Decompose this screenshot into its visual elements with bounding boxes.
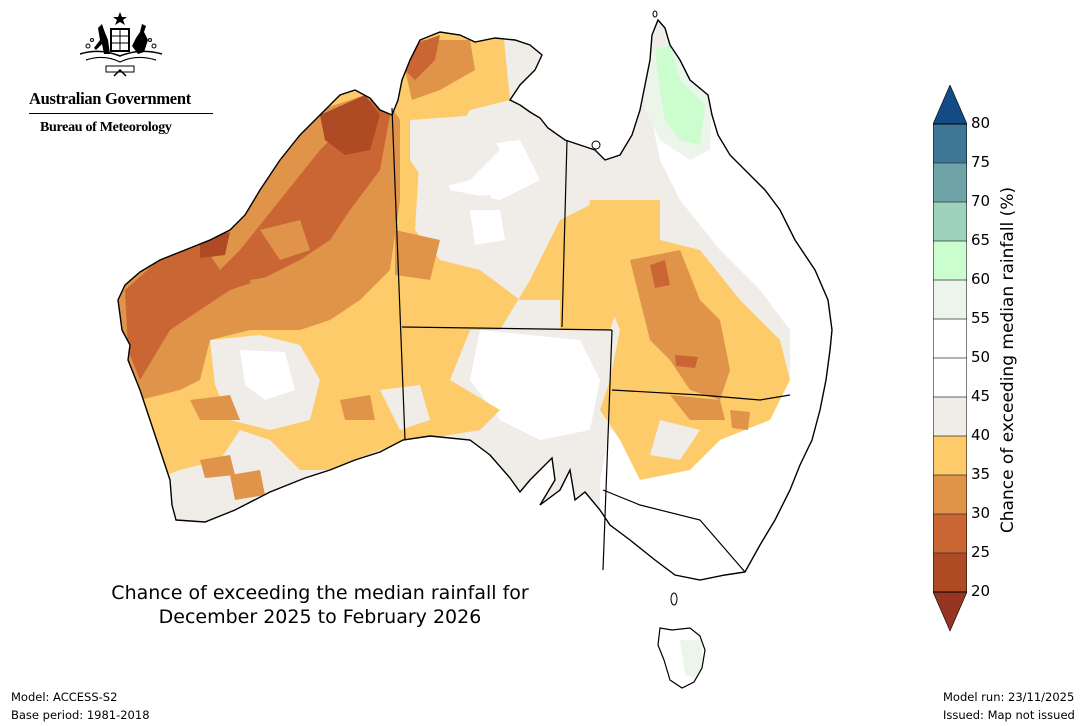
- coat-of-arms-icon: [79, 12, 163, 77]
- colorbar-tick: 30: [971, 504, 991, 522]
- colorbar: [933, 85, 967, 632]
- bureau-name: Bureau of Meteorology: [40, 120, 172, 135]
- colorbar-tick: 70: [971, 192, 991, 210]
- colorbar-tick: 55: [971, 309, 991, 327]
- colorbar-label: Chance of exceeding median rainfall (%): [998, 186, 1018, 534]
- model-run-date: Model run: 23/11/2025: [943, 690, 1075, 704]
- base-period: Base period: 1981-2018: [11, 708, 150, 722]
- footer-right: Model run: 23/11/2025 Issued: Map not is…: [943, 688, 1075, 724]
- colorbar-tick: 50: [971, 348, 991, 366]
- colorbar-tick: 65: [971, 231, 991, 249]
- logo-divider: [29, 113, 213, 114]
- colorbar-tick: 25: [971, 543, 991, 561]
- model-name: Model: ACCESS-S2: [11, 690, 118, 704]
- bom-logo: Australian Government Bureau of Meteorol…: [24, 10, 220, 140]
- map-title-line2: December 2025 to February 2026: [158, 606, 482, 628]
- australia-rainfall-map: [117, 10, 833, 689]
- colorbar-tick: 75: [971, 153, 991, 171]
- agency-name: Australian Government: [29, 89, 191, 108]
- colorbar-tick: 45: [971, 387, 991, 405]
- colorbar-tick: 20: [971, 582, 991, 600]
- colorbar-tick: 40: [971, 426, 991, 444]
- map-title-line1: Chance of exceeding the median rainfall …: [111, 582, 529, 604]
- colorbar-tick: 35: [971, 465, 991, 483]
- map-title: Chance of exceeding the median rainfall …: [60, 581, 580, 629]
- colorbar-tick: 60: [971, 270, 991, 288]
- colorbar-tick: 80: [971, 114, 991, 132]
- issued-status: Issued: Map not issued: [943, 708, 1075, 722]
- footer-left: Model: ACCESS-S2 Base period: 1981-2018: [11, 688, 150, 724]
